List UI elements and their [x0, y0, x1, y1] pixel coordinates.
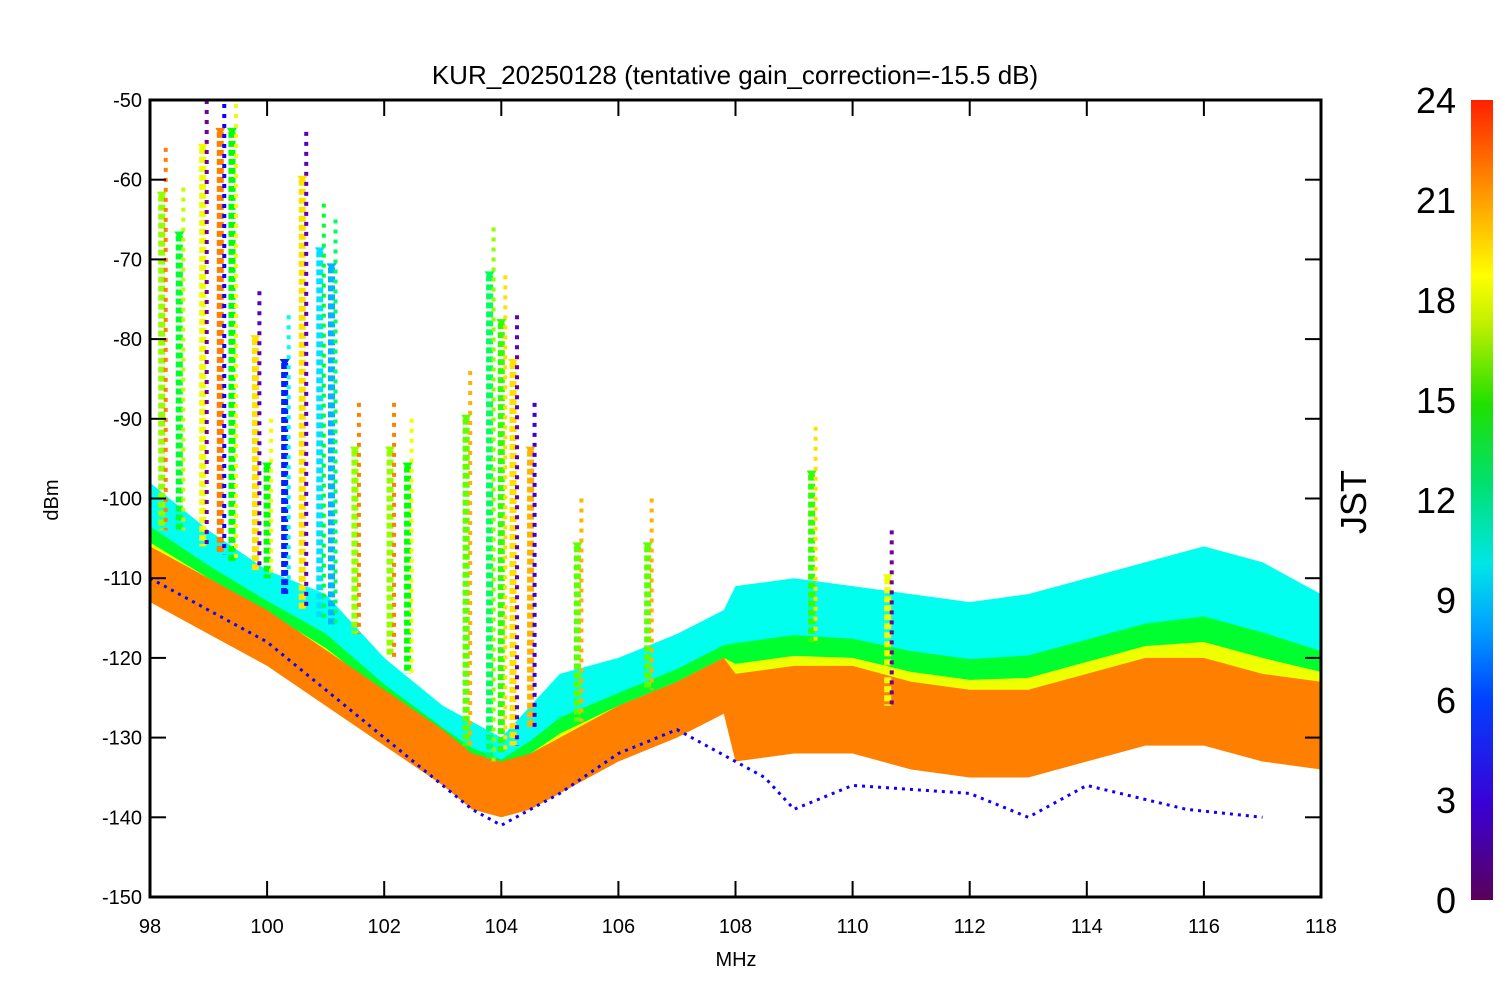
station-spike-marker — [174, 231, 185, 240]
station-spike-marker — [250, 335, 261, 344]
colorbar-ticks: 24 21 18 15 12 9 6 3 0 — [1416, 80, 1456, 921]
y-tick-label: -80 — [113, 329, 142, 351]
station-spike-marker — [314, 247, 325, 256]
station-spike-marker — [297, 175, 308, 184]
colorbar-tick-label: 9 — [1436, 580, 1456, 621]
station-spike — [314, 203, 326, 619]
x-tick-label: 102 — [368, 916, 401, 938]
station-spike — [349, 402, 361, 634]
station-spike — [496, 275, 508, 754]
station-spike-marker — [461, 414, 472, 423]
y-tick-label: -90 — [113, 409, 142, 431]
y-tick-label: -50 — [113, 90, 142, 112]
y-tick-label: -110 — [103, 568, 142, 590]
station-spike — [402, 418, 414, 674]
colorbar-label: JST — [1333, 470, 1374, 534]
station-spike — [484, 227, 496, 762]
plot-frame — [148, 98, 1323, 899]
x-tick-label: 112 — [954, 916, 986, 938]
colorbar-tick-label: 3 — [1436, 780, 1456, 821]
station-spike — [385, 402, 397, 658]
station-spike-marker — [326, 263, 337, 272]
colorbar — [1471, 100, 1493, 900]
colorbar-tick-label: 6 — [1436, 680, 1456, 721]
station-spike — [882, 530, 894, 706]
station-spike — [572, 498, 584, 722]
y-tick-label: -60 — [113, 170, 142, 192]
station-spike-marker — [508, 359, 519, 368]
colorbar-tick-label: 24 — [1416, 80, 1456, 121]
station-spike — [262, 418, 274, 579]
axis-ticks: 98 100 102 104 106 108 110 112 114 116 118 -50 -60 -7… — [102, 90, 1337, 938]
station-spike-marker — [806, 470, 817, 479]
x-tick-label: 114 — [1071, 916, 1103, 938]
x-tick-label: 110 — [837, 916, 869, 938]
station-spike — [525, 402, 537, 730]
plot-area — [151, 101, 1320, 828]
colorbar-tick-label: 18 — [1416, 280, 1456, 321]
station-spike — [461, 370, 473, 746]
station-spike — [197, 101, 209, 547]
x-axis-label: MHz — [715, 949, 756, 971]
x-tick-label: 104 — [485, 916, 518, 938]
station-spike-marker — [525, 446, 536, 455]
station-spike — [279, 315, 291, 595]
station-spike-marker — [197, 143, 208, 152]
y-tick-label: -140 — [102, 807, 142, 829]
x-tick-label: 106 — [602, 916, 635, 938]
x-tick-label: 98 — [139, 916, 161, 938]
station-spike-marker — [496, 319, 507, 328]
station-spike — [174, 187, 186, 531]
station-spike-marker — [226, 127, 237, 136]
y-axis-label: dBm — [41, 479, 63, 520]
y-tick-label: -120 — [102, 648, 142, 670]
station-spike-marker — [262, 462, 273, 471]
x-tick-label: 100 — [250, 916, 283, 938]
y-tick-label: -100 — [102, 489, 142, 511]
station-spike — [250, 291, 262, 571]
series-noise-floor — [151, 546, 1320, 818]
station-spike-marker — [402, 462, 413, 471]
colorbar-tick-label: 0 — [1436, 880, 1456, 921]
station-spike-marker — [279, 359, 290, 368]
station-spike-marker — [385, 446, 396, 455]
x-tick-label: 116 — [1188, 916, 1220, 938]
station-spike-marker — [484, 271, 495, 280]
station-spike-marker — [156, 191, 167, 200]
x-tick-label: 108 — [719, 916, 752, 938]
station-spike-marker — [349, 446, 360, 455]
x-tick-label: 118 — [1305, 916, 1337, 938]
station-spike — [806, 426, 818, 642]
station-spike — [326, 219, 338, 627]
station-spike — [226, 101, 238, 563]
y-tick-label: -70 — [113, 249, 142, 271]
colorbar-tick-label: 21 — [1416, 180, 1456, 221]
station-spike — [508, 315, 520, 746]
y-tick-label: -130 — [102, 728, 142, 750]
station-spike-marker — [642, 542, 653, 551]
station-spike — [642, 498, 654, 690]
station-spike — [215, 101, 227, 555]
colorbar-tick-label: 12 — [1416, 480, 1456, 521]
station-spike — [297, 131, 309, 611]
colorbar-tick-label: 15 — [1416, 380, 1456, 421]
chart-title: KUR_20250128 (tentative gain_correction=… — [432, 60, 1038, 90]
station-spike-marker — [572, 542, 583, 551]
series-low-outliers — [151, 577, 1263, 828]
station-spike-marker — [215, 127, 226, 136]
station-spike-marker — [882, 574, 893, 583]
y-tick-label: -150 — [102, 887, 142, 909]
series-band-midday — [151, 527, 1320, 778]
